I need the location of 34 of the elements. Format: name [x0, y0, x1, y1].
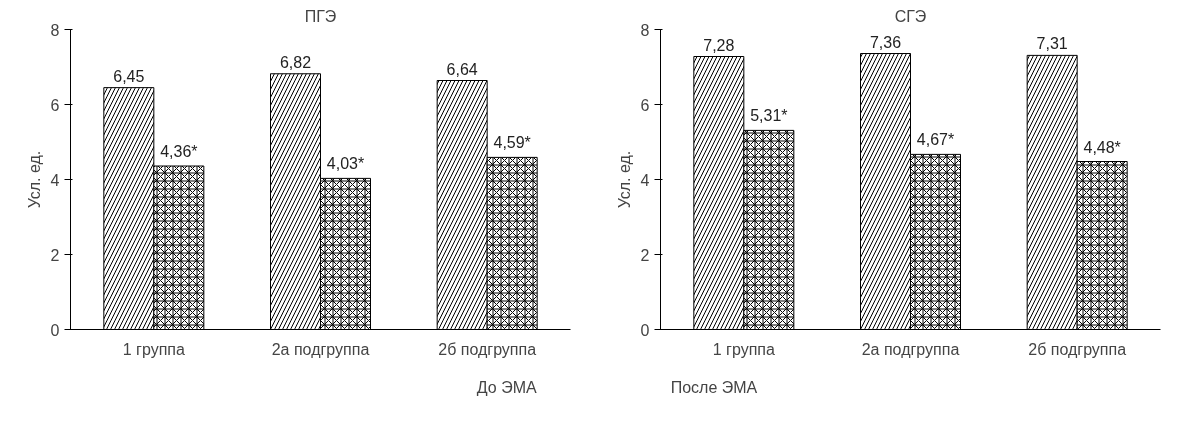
x-tick-label: 1 группа [712, 340, 775, 358]
data-label: 6,64 [446, 60, 478, 78]
y-tick-label: 0 [640, 321, 650, 339]
x-tick-label: 1 группа [122, 340, 185, 358]
text: После ЭМА [670, 378, 758, 397]
y-axis-title: Усл. ед. [615, 150, 633, 209]
data-label: 7,36 [869, 33, 902, 51]
x-tick-label: 2а подгруппа [271, 340, 370, 358]
y-axis-title: Усл. ед. [25, 150, 43, 209]
data-label: 4,36* [160, 143, 198, 160]
data-label: 4,59* [493, 134, 531, 152]
x-tick-label: 2б подгруппа [438, 340, 537, 358]
x-tick-label: 2а подгруппа [861, 340, 960, 358]
data-label: 4,03* [326, 155, 365, 173]
data-label: 4,67* [916, 131, 955, 149]
y-tick-label: 6 [50, 96, 60, 114]
data-label: 7,31 [1036, 35, 1068, 53]
y-tick-label: 4 [640, 171, 650, 189]
y-tick-label: 8 [50, 21, 60, 39]
data-label: 6,82 [279, 53, 312, 71]
data-label: 5,31* [750, 107, 788, 125]
y-tick-label: 4 [50, 171, 60, 189]
data-label: 6,45 [113, 67, 145, 85]
y-tick-label: 8 [640, 21, 650, 39]
data-label: 4,48* [1083, 138, 1121, 156]
data-label: 7,28 [703, 36, 735, 54]
chart-title: СГЭ [894, 7, 927, 25]
chart-title: ПГЭ [304, 7, 337, 25]
y-tick-label: 0 [50, 321, 60, 339]
x-tick-label: 2б подгруппа [1028, 340, 1127, 358]
y-tick-label: 2 [50, 246, 60, 264]
y-tick-label: 2 [640, 246, 650, 264]
y-tick-label: 6 [640, 96, 650, 114]
text: До ЭМА [476, 378, 537, 397]
